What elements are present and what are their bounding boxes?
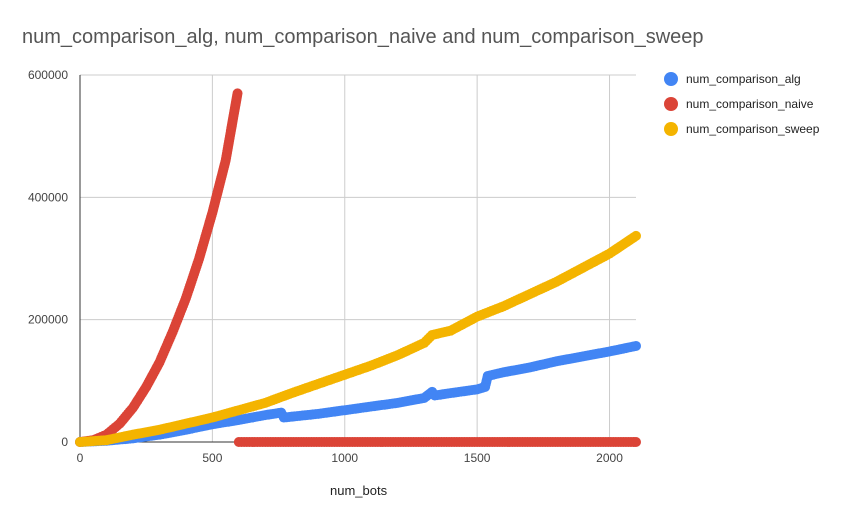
- data-point: [631, 437, 641, 447]
- y-tick-label: 0: [61, 435, 68, 449]
- x-tick-label: 0: [77, 451, 84, 465]
- x-tick-label: 1500: [464, 451, 491, 465]
- grid-layer: [80, 74, 636, 442]
- x-tick-label: 1000: [331, 451, 358, 465]
- y-tick-label: 400000: [28, 190, 68, 204]
- series-num_comparison_naive: [75, 88, 641, 447]
- axis-layer: 0 200000 400000 600000 0 500 1000 1500 2000: [28, 68, 636, 465]
- series-num_comparison_alg: [75, 340, 641, 447]
- y-tick-label: 600000: [28, 68, 68, 82]
- legend-label: num_comparison_naive: [686, 96, 814, 111]
- series-layer: [75, 88, 641, 447]
- legend-swatch: [664, 96, 678, 111]
- legend-swatch: [664, 71, 678, 86]
- series-num_comparison_sweep: [75, 230, 641, 447]
- data-point: [232, 88, 243, 99]
- legend-label: num_comparison_sweep: [686, 121, 820, 136]
- x-tick-label: 2000: [596, 451, 623, 465]
- y-tick-label: 200000: [28, 313, 68, 327]
- chart-title: num_comparison_alg, num_comparison_naive…: [22, 26, 704, 48]
- legend-item: num_comparison_alg: [664, 66, 819, 91]
- x-tick-label: 500: [202, 451, 222, 465]
- legend-item: num_comparison_sweep: [664, 116, 819, 141]
- legend-item: num_comparison_naive: [664, 91, 819, 116]
- legend-swatch: [664, 121, 678, 136]
- data-point: [631, 230, 641, 241]
- x-axis-label: num_bots: [330, 483, 388, 498]
- legend-label: num_comparison_alg: [686, 71, 801, 86]
- data-point: [631, 340, 641, 351]
